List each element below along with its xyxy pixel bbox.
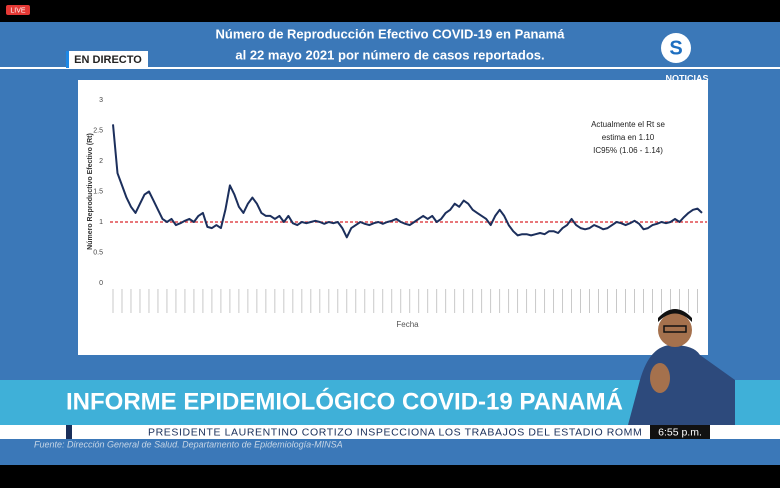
live-text: LIVE bbox=[10, 7, 26, 14]
annotation: IC95% (1.06 - 1.14) bbox=[593, 146, 663, 155]
annotation: Actualmente el Rt se bbox=[591, 120, 665, 129]
ticker-text: PRESIDENTE LAURENTINO CORTIZO INSPECCION… bbox=[148, 426, 642, 438]
logo-name: NOTICIAS bbox=[665, 73, 708, 83]
y-tick-label: 0 bbox=[99, 280, 103, 287]
presenter-glasses bbox=[663, 325, 687, 333]
chart-panel bbox=[78, 80, 708, 355]
y-tick-label: 2.5 bbox=[93, 127, 103, 134]
live-tag bbox=[66, 51, 148, 68]
y-axis-label: Número Reproductivo Efectivo (Rt) bbox=[87, 133, 94, 250]
live-tag-text: EN DIRECTO bbox=[74, 54, 142, 66]
banner-text: INFORME EPIDEMIOLÓGICO COVID-19 PANAMÁ bbox=[66, 387, 623, 415]
annotation: estima en 1.10 bbox=[602, 133, 655, 142]
title-line: Número de Reproducción Efectivo COVID-19… bbox=[216, 26, 566, 41]
presenter-hair bbox=[658, 309, 692, 322]
chart: 0 0.5 1 1.5 2 2.5 3 Número Reproductivo Efectiv… bbox=[87, 97, 707, 329]
live-badge bbox=[6, 5, 30, 15]
y-tick-label: 0.5 bbox=[93, 249, 103, 256]
title-line: al 22 mayo 2021 por número de casos repo… bbox=[235, 47, 544, 62]
clock: 6:55 p.m. bbox=[658, 426, 702, 438]
x-axis-label: Fecha bbox=[396, 320, 419, 329]
y-tick-label: 2 bbox=[99, 158, 103, 165]
presenter-hand bbox=[650, 363, 670, 393]
divider bbox=[0, 67, 780, 69]
y-tick-label: 1 bbox=[99, 219, 103, 226]
presenter-head bbox=[658, 313, 692, 347]
ticker-band bbox=[0, 425, 780, 439]
presenter-body bbox=[628, 345, 735, 425]
rt-line bbox=[112, 124, 703, 239]
y-tick-label: 1.5 bbox=[93, 188, 103, 195]
clock-box bbox=[650, 425, 710, 439]
ticker-accent bbox=[66, 425, 72, 439]
source-text: Fuente: Dirección General de Salud. Depa… bbox=[34, 439, 343, 449]
live-tag-accent bbox=[66, 51, 69, 68]
y-tick-label: 3 bbox=[99, 97, 103, 104]
logo-letter: S bbox=[669, 37, 682, 59]
logo bbox=[661, 33, 691, 63]
